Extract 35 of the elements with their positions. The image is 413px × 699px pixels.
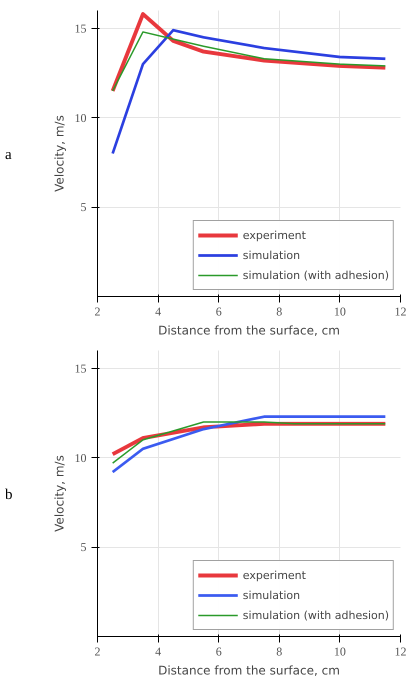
line-series (111, 28, 387, 155)
y-axis-title: Velocity, m/s (52, 455, 66, 532)
y-tick-label: 10 (74, 450, 86, 465)
x-tick-label: 4 (155, 644, 162, 658)
y-tick-label: 15 (74, 21, 86, 36)
line-series (112, 31, 386, 92)
legend-label: simulation (with adhesion) (242, 608, 389, 622)
line-series (110, 12, 388, 93)
x-axis-title: Distance from the surface, cm (158, 324, 340, 338)
legend-label: simulation (242, 588, 300, 602)
legend-label: simulation (242, 248, 300, 262)
line-series (112, 421, 386, 464)
x-tick-label: 6 (216, 644, 222, 658)
x-tick-label: 10 (334, 304, 346, 318)
legend-label: simulation (with adhesion) (242, 268, 389, 282)
x-tick-label: 12 (394, 304, 406, 318)
line-series (111, 415, 387, 474)
y-tick-label: 5 (80, 200, 86, 214)
x-tick-label: 10 (334, 644, 346, 658)
x-tick-label: 4 (155, 304, 162, 318)
x-tick-label: 8 (276, 644, 282, 658)
legend-label: experiment (242, 228, 306, 242)
x-tick-label: 6 (216, 304, 222, 318)
legend-label: experiment (242, 568, 306, 582)
x-tick-label: 12 (394, 644, 406, 658)
x-tick-label: 2 (94, 304, 100, 318)
y-axis-title: Velocity, m/s (52, 115, 66, 192)
y-tick-label: 10 (74, 110, 86, 125)
y-tick-label: 15 (74, 361, 86, 376)
x-axis-title: Distance from the surface, cm (158, 664, 340, 678)
x-tick-label: 8 (276, 304, 282, 318)
y-tick-label: 5 (80, 540, 86, 554)
text: b (5, 486, 12, 505)
x-tick-label: 2 (94, 644, 100, 658)
text: a (5, 146, 12, 165)
